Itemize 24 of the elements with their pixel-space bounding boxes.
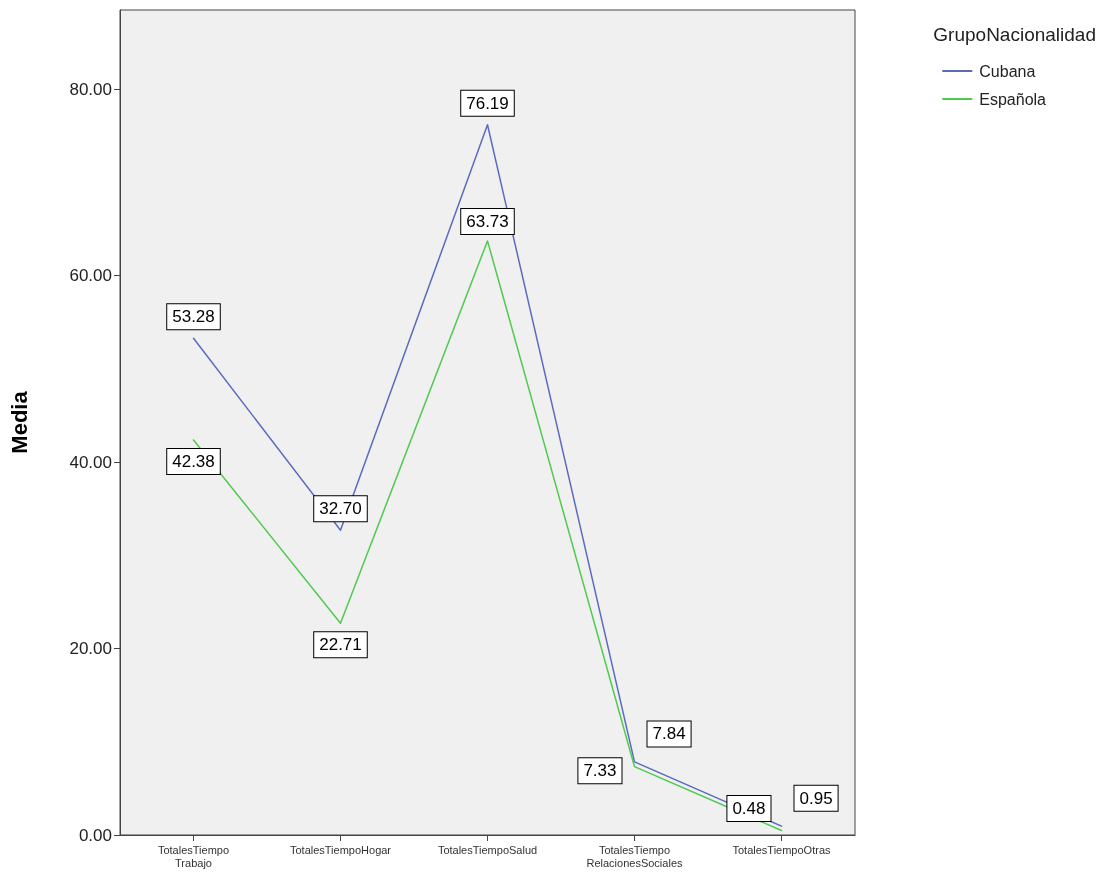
legend-title: GrupoNacionalidad [933, 24, 1097, 45]
x-tick-label: TotalesTiempo RelacionesSociales [586, 843, 683, 869]
y-tick-label: 60.00 [69, 266, 112, 286]
data-label: 53.28 [172, 307, 215, 327]
y-tick-label: 0.00 [78, 825, 112, 845]
data-label: 76.19 [466, 93, 509, 113]
y-tick-label: 80.00 [69, 79, 112, 99]
data-label: 32.70 [319, 499, 362, 519]
x-tick-label: TotalesTiempoOtras [732, 843, 831, 856]
data-label: 7.84 [652, 724, 686, 744]
legend-label: Cubana [979, 62, 1036, 80]
y-tick-label: 40.00 [69, 452, 112, 472]
data-label: 0.95 [799, 788, 833, 808]
data-label: 7.33 [583, 761, 617, 781]
x-tick-label: TotalesTiempoSalud [437, 843, 538, 856]
data-label: 22.71 [319, 635, 362, 655]
data-label: 42.38 [172, 451, 215, 471]
legend-label: Española [979, 90, 1047, 108]
y-axis-title: Media [6, 390, 32, 454]
y-tick-label: 20.00 [69, 639, 112, 659]
x-tick-label: TotalesTiempo Trabajo [157, 843, 230, 869]
x-tick-label: TotalesTiempoHogar [289, 843, 392, 856]
data-label: 0.48 [732, 799, 766, 819]
data-label: 63.73 [466, 211, 509, 231]
